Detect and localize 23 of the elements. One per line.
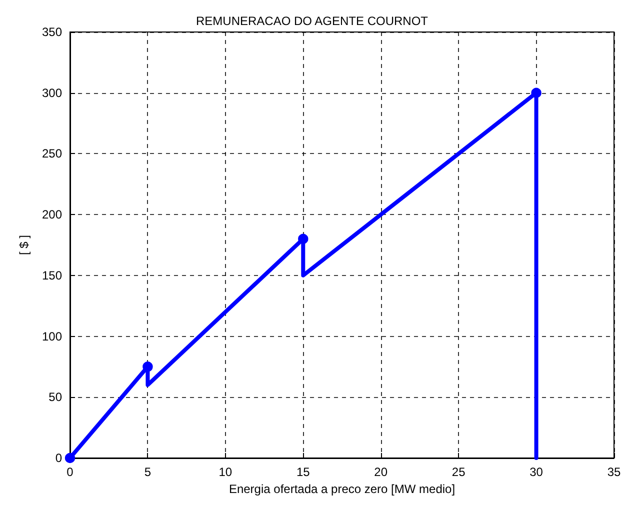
y-tick-label: 100 <box>42 329 62 344</box>
y-tick-label: 50 <box>48 390 62 404</box>
y-tick-label: 350 <box>42 25 62 39</box>
x-axis-title: Energia ofertada a preco zero [MW medio] <box>228 482 456 496</box>
point <box>298 234 308 244</box>
x-tick-label: 25 <box>452 465 466 479</box>
x-tick-label: 5 <box>144 465 152 479</box>
y-tick-label: 300 <box>42 86 62 100</box>
x-tick-label: 0 <box>66 465 74 479</box>
chart-title: REMUNERACAO DO AGENTE COURNOT <box>196 14 429 28</box>
y-axis-title: [ $ ] <box>17 234 31 256</box>
y-tick-label: 250 <box>42 146 62 161</box>
point <box>142 362 153 372</box>
point <box>531 88 542 98</box>
x-tick-label: 20 <box>374 465 388 479</box>
y-tick-label: 0 <box>55 451 62 465</box>
y-tick-label: 150 <box>42 268 62 282</box>
x-tick-label: 35 <box>607 465 621 479</box>
x-tick-label: 15 <box>296 465 310 479</box>
point <box>64 452 76 464</box>
y-tick-label: 200 <box>42 208 62 222</box>
x-tick-label: 30 <box>530 465 544 479</box>
x-tick-label: 10 <box>218 465 232 479</box>
